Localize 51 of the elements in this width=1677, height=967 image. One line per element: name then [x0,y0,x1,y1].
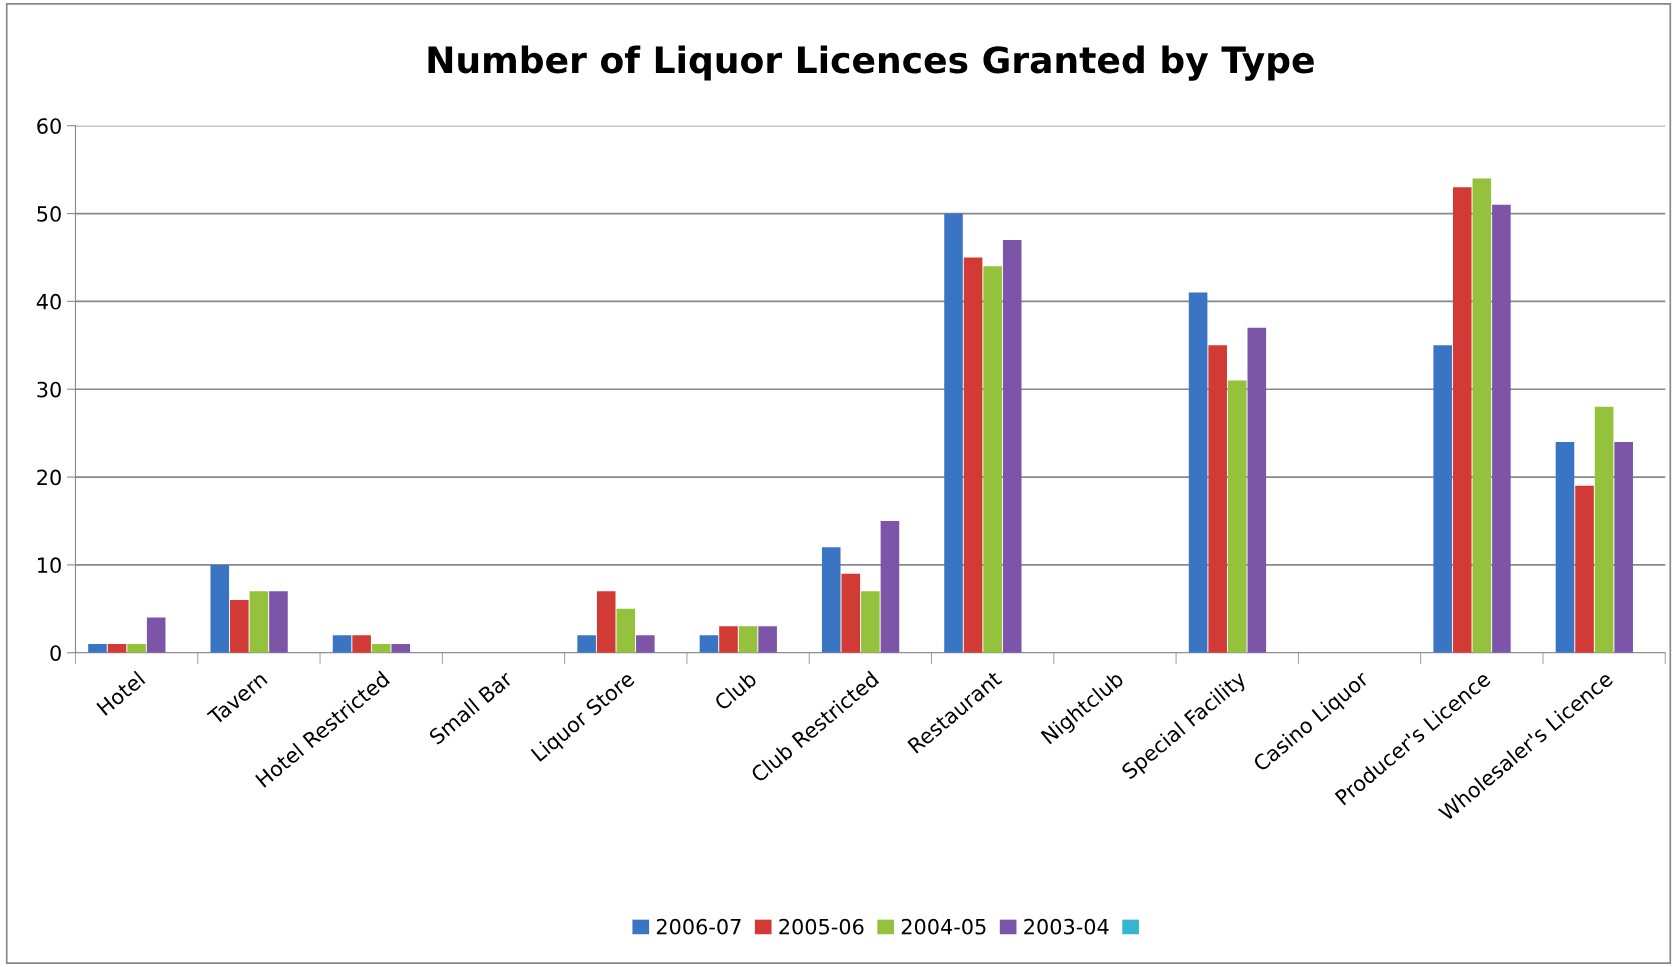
bar [1208,345,1227,653]
legend-label: 2003-04 [1024,918,1109,935]
bar [758,626,777,653]
bar [821,547,841,653]
bar [1227,380,1247,653]
bar [88,643,107,653]
bar [596,591,616,653]
bar [146,617,166,653]
bar [738,626,758,653]
bar [963,257,983,653]
legend-label: 2006-07 [656,918,741,935]
y-tick-label: 20 [37,469,61,486]
x-tick-label: Club [713,670,758,712]
bar [944,213,963,653]
bar [1002,239,1022,653]
bar [983,266,1002,653]
y-tick-label: 0 [50,645,61,661]
bar [1452,187,1472,653]
bar [230,600,249,653]
bar [1614,441,1633,653]
bar [127,643,146,653]
y-tick-label: 60 [37,118,61,134]
chart-title: Number of Liquor Licences Granted by Type [428,45,1314,81]
bar [1472,178,1492,653]
bar [352,635,371,653]
bar [616,608,636,653]
bar [1492,204,1511,653]
bar [1188,292,1208,653]
bar [332,635,352,653]
bar [210,564,230,653]
y-tick-label: 10 [38,557,61,574]
bar [841,573,861,653]
bar [636,635,655,653]
bar [1247,327,1267,653]
y-tick-label: 50 [37,206,61,222]
bar [861,591,880,653]
bar [391,643,411,653]
bar [269,591,288,653]
legend-label: 2004-05 [901,918,986,935]
bar [577,635,596,653]
bar [1433,345,1452,653]
bar [1575,485,1594,653]
bar [719,626,738,653]
bar [1555,441,1575,653]
bar [1594,406,1614,653]
bar [249,591,269,653]
bar [699,635,719,653]
bar [880,520,900,653]
y-tick-label: 30 [37,381,61,398]
y-tick-label: 40 [36,293,61,310]
legend-label: 2005-06 [779,918,864,935]
